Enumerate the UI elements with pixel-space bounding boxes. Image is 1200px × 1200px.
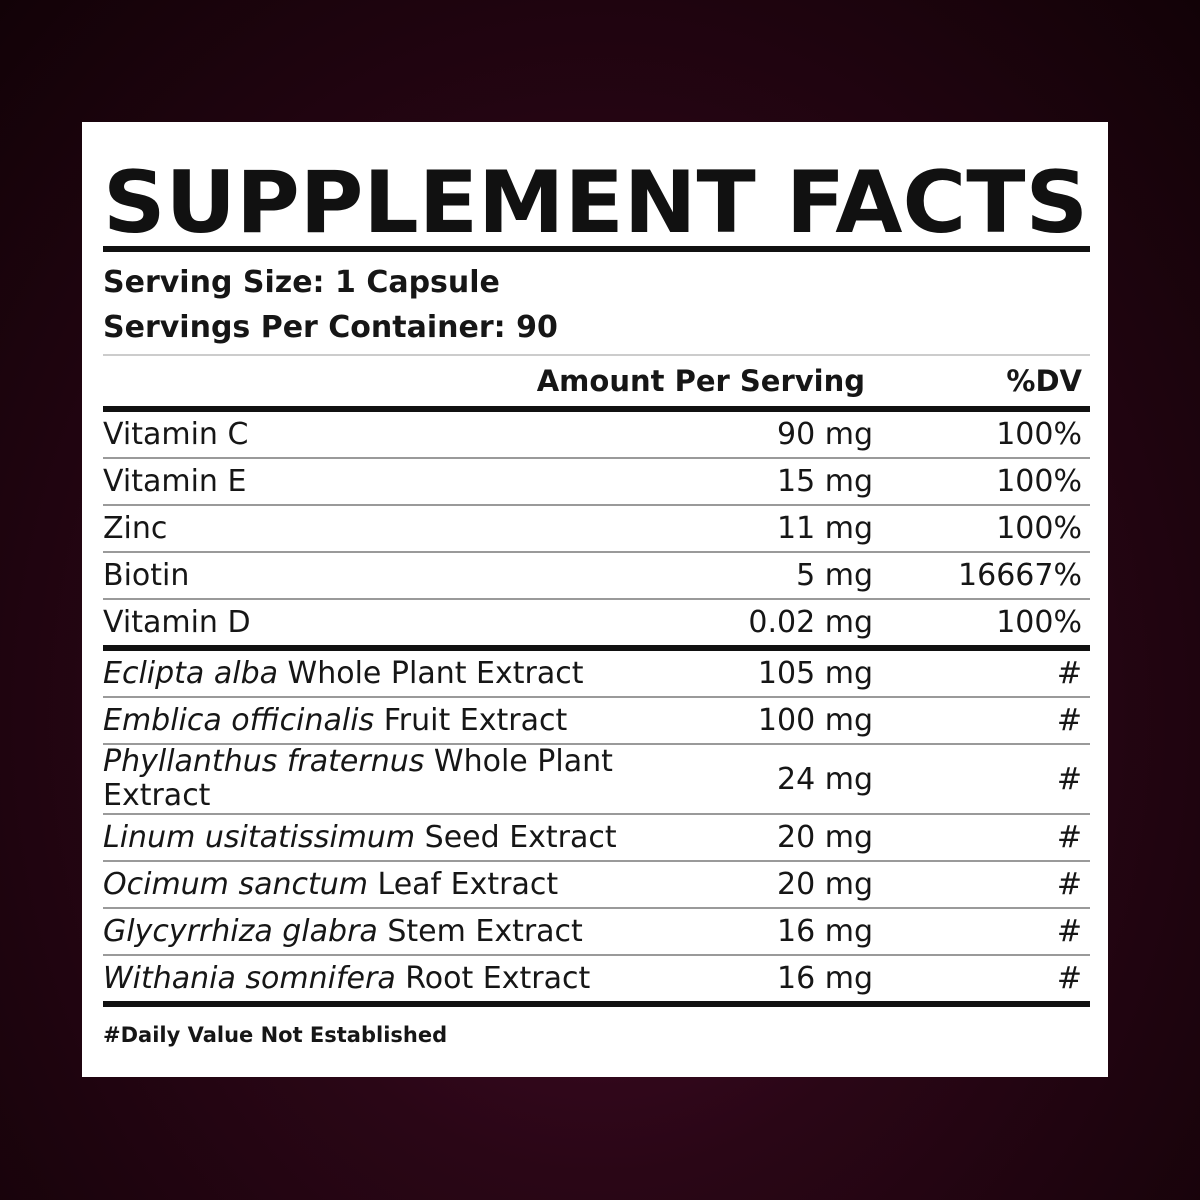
amount-header: Amount Per Serving (536, 364, 865, 398)
botanical-name: Emblica officinalis Fruit Extract (103, 702, 713, 738)
nutrient-name: Vitamin C (103, 416, 249, 452)
rule (103, 246, 1090, 252)
rule (103, 1001, 1090, 1007)
botanical-row: Glycyrrhiza glabra Stem Extract 16 mg # (103, 909, 1090, 956)
botanical-amount: 16 mg (777, 914, 873, 949)
column-header: Amount Per Serving %DV (103, 354, 1090, 406)
botanical-dv: # (1056, 914, 1082, 949)
plant-part: Fruit Extract (383, 702, 568, 738)
title: SUPPLEMENT FACTS (103, 166, 1088, 242)
botanical-amount: 16 mg (777, 961, 873, 996)
latin-name: Eclipta alba (103, 655, 278, 691)
botanical-name: Ocimum sanctum Leaf Extract (103, 866, 713, 902)
botanical-row: Emblica officinalis Fruit Extract 100 mg # (103, 698, 1090, 745)
botanical-name: Withania somnifera Root Extract (103, 960, 713, 996)
botanical-amount: 20 mg (777, 820, 873, 855)
title-box: SUPPLEMENT FACTS (103, 166, 1088, 242)
latin-name: Withania somnifera (103, 960, 396, 996)
nutrient-amount: 90 mg (777, 417, 873, 452)
nutrient-row: Biotin 5 mg 16667% (103, 553, 1090, 600)
nutrient-row: Vitamin D 0.02 mg 100% (103, 600, 1090, 645)
nutrient-amount: 5 mg (796, 558, 873, 593)
nutrient-dv: 16667% (958, 558, 1082, 593)
botanical-name: Phyllanthus fraternus Whole Plant Extrac… (103, 745, 713, 813)
nutrient-row: Vitamin E 15 mg 100% (103, 459, 1090, 506)
servings-per-container: Servings Per Container: 90 (103, 310, 558, 345)
nutrient-dv: 100% (996, 605, 1082, 640)
latin-name: Emblica officinalis (103, 702, 375, 738)
nutrient-amount: 11 mg (777, 511, 873, 546)
dv-header: %DV (1006, 364, 1082, 398)
botanical-row: Linum usitatissimum Seed Extract 20 mg # (103, 815, 1090, 862)
serving-size: Serving Size: 1 Capsule (103, 265, 500, 300)
latin-name: Ocimum sanctum (103, 866, 368, 902)
nutrient-name: Zinc (103, 510, 168, 546)
latin-name: Linum usitatissimum (103, 819, 416, 855)
botanical-row: Eclipta alba Whole Plant Extract 105 mg # (103, 651, 1090, 698)
botanical-amount: 24 mg (777, 761, 873, 797)
botanical-dv: # (1056, 867, 1082, 902)
footnote: #Daily Value Not Established (103, 1023, 448, 1047)
botanical-dv: # (1056, 761, 1082, 797)
latin-name: Phyllanthus fraternus (103, 744, 425, 779)
nutrient-dv: 100% (996, 417, 1082, 452)
botanical-dv: # (1056, 656, 1082, 691)
botanical-amount: 100 mg (757, 703, 873, 738)
botanical-amount: 105 mg (757, 656, 873, 691)
botanical-row: Phyllanthus fraternus Whole Plant Extrac… (103, 745, 1090, 815)
botanical-dv: # (1056, 961, 1082, 996)
botanical-row: Withania somnifera Root Extract 16 mg # (103, 956, 1090, 1001)
plant-part: Seed Extract (424, 819, 617, 855)
nutrient-row: Zinc 11 mg 100% (103, 506, 1090, 553)
nutrient-amount: 15 mg (777, 464, 873, 499)
botanical-dv: # (1056, 703, 1082, 738)
rule (103, 406, 1090, 412)
vitamin-rows: Vitamin C 90 mg 100% Vitamin E 15 mg 100% Zinc… (103, 412, 1090, 645)
nutrient-name: Biotin (103, 557, 190, 593)
plant-part: Stem Extract (387, 913, 583, 949)
nutrient-row: Vitamin C 90 mg 100% (103, 412, 1090, 459)
botanical-name: Linum usitatissimum Seed Extract (103, 819, 713, 855)
botanical-dv: # (1056, 820, 1082, 855)
botanical-rows: Eclipta alba Whole Plant Extract 105 mg # E… (103, 651, 1090, 1001)
rule (103, 645, 1090, 651)
facts-panel: SUPPLEMENT FACTS Serving Size: 1 Capsule… (82, 122, 1108, 1077)
botanical-name: Glycyrrhiza glabra Stem Extract (103, 913, 713, 949)
nutrient-name: Vitamin E (103, 463, 247, 499)
plant-part: Root Extract (405, 960, 591, 996)
plant-part: Whole Plant Extract (103, 744, 613, 813)
botanical-name: Eclipta alba Whole Plant Extract (103, 655, 713, 691)
plant-part: Whole Plant Extract (287, 655, 584, 691)
nutrient-dv: 100% (996, 511, 1082, 546)
plant-part: Leaf Extract (377, 866, 559, 902)
nutrient-dv: 100% (996, 464, 1082, 499)
latin-name: Glycyrrhiza glabra (103, 913, 378, 949)
nutrient-amount: 0.02 mg (748, 605, 873, 640)
botanical-row: Ocimum sanctum Leaf Extract 20 mg # (103, 862, 1090, 909)
nutrient-name: Vitamin D (103, 604, 251, 640)
botanical-amount: 20 mg (777, 867, 873, 902)
